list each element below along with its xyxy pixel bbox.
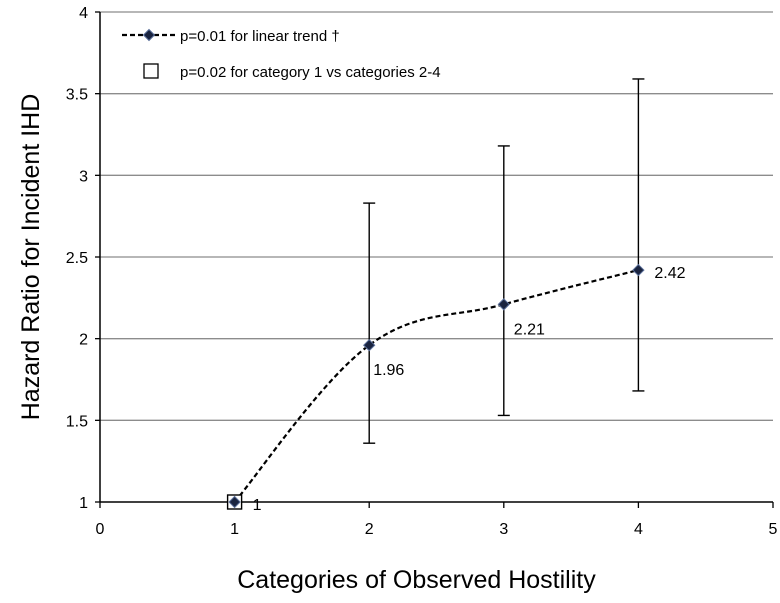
y-tick-label: 2 [79,332,88,349]
x-tick-label: 4 [634,521,643,538]
y-tick-label: 1 [79,495,88,512]
grid [100,11,773,421]
legend-diamond-marker [142,28,156,42]
data-label: 1 [253,497,262,514]
y-tick-label: 1.5 [66,413,88,430]
x-tick-label: 5 [769,521,778,538]
diamond-marker [362,338,376,352]
x-tick-label: 2 [365,521,374,538]
y-tick-label: 2.5 [66,250,88,267]
y-tick-label: 3.5 [66,87,88,104]
x-tick-label: 0 [96,521,105,538]
legend-label: p=0.02 for category 1 vs categories 2-4 [180,64,441,81]
diamond-marker [228,495,241,509]
y-tick-label: 3 [79,168,88,185]
trend-line [233,269,639,503]
y-axis-title: Hazard Ratio for Incident IHD [17,94,45,421]
data-label: 2.42 [654,265,685,282]
error-bars [363,78,645,444]
x-tick-label: 3 [499,521,508,538]
data-label: 1.96 [373,362,404,379]
x-axis-title: Categories of Observed Hostility [237,566,596,594]
x-tick-label: 1 [230,521,239,538]
legend: p=0.01 for linear trend † p=0.02 for cate… [122,28,441,81]
markers [226,263,645,510]
legend-label: p=0.01 for linear trend † [180,28,340,45]
data-labels: 1 1.96 2.21 2.42 [253,265,686,514]
legend-square-marker [143,63,159,79]
data-label: 2.21 [514,321,545,338]
trend-line-path [233,269,639,503]
diamond-marker [497,298,511,311]
y-tick-label: 4 [79,5,88,22]
diamond-marker [632,263,645,277]
